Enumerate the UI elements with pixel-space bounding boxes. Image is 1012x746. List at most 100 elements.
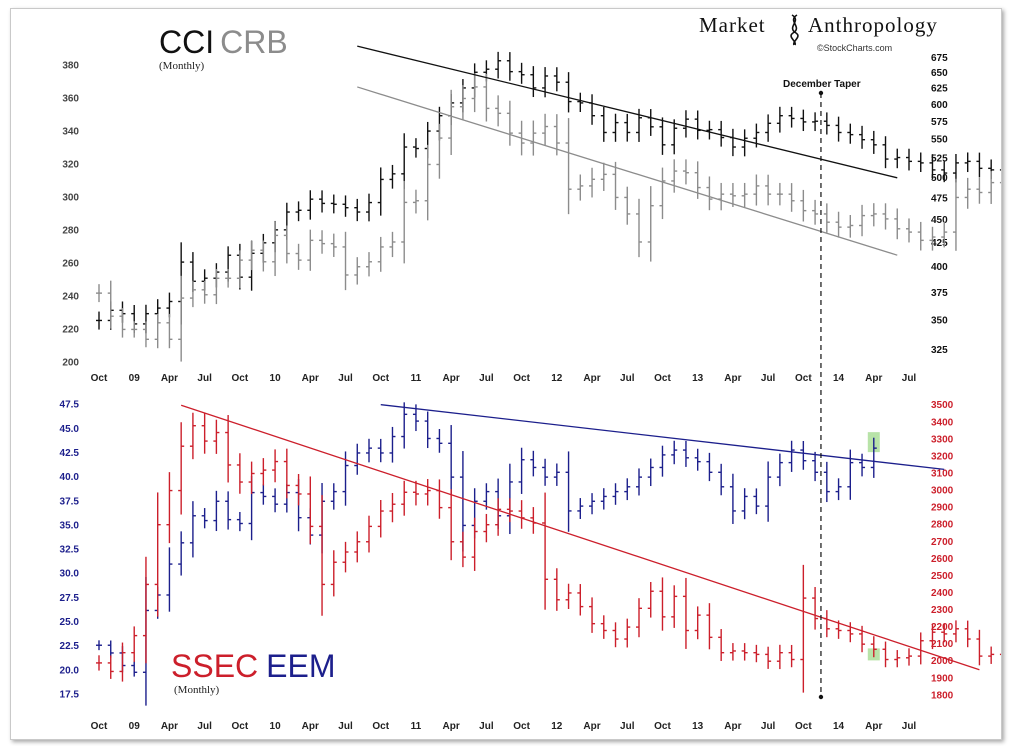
x-axis-tick-label: Jul	[761, 373, 776, 384]
eem-bar	[342, 451, 349, 506]
eem-bar	[776, 453, 783, 487]
ssec-bar	[389, 493, 396, 523]
crb-bar	[330, 233, 337, 257]
crb-bar	[448, 89, 455, 155]
right-axis-tick-label: 2800	[931, 520, 954, 531]
x-axis-tick-label: Oct	[513, 721, 530, 732]
crb-bar	[929, 226, 936, 251]
eem-bar	[647, 458, 654, 487]
crb-bar	[823, 203, 830, 233]
ssec-bar	[553, 568, 560, 611]
eem-bar	[788, 440, 795, 472]
left-axis-tick-label: 240	[62, 291, 79, 302]
ssec-bar	[424, 479, 431, 506]
x-axis-tick-label: Jul	[902, 721, 917, 732]
ssec-title: SSEC	[171, 648, 258, 684]
right-axis-tick-label: 350	[931, 315, 948, 326]
chart-frame: CCI CRB (Monthly) SSEC EEM (Monthly) Marke…	[10, 8, 1002, 740]
ssec-bar	[612, 622, 619, 648]
eem-bar	[272, 488, 279, 513]
ssec-bar	[142, 556, 149, 664]
x-axis-tick-label: Oct	[654, 373, 671, 384]
x-axis-tick-label: Apr	[161, 721, 178, 732]
cci-bar	[506, 52, 513, 81]
eem-bar	[131, 661, 138, 677]
ssec-bar	[917, 632, 924, 665]
cci-bar	[354, 198, 361, 222]
crb-bar	[166, 313, 173, 349]
ssec-bar	[354, 531, 361, 563]
eem-bar	[542, 458, 549, 486]
left-axis-tick-label: 380	[62, 60, 79, 71]
eem-bar	[401, 402, 408, 449]
x-axis-tick-label: Jul	[338, 373, 353, 384]
eem-bar	[389, 426, 396, 463]
ssec-bar	[988, 646, 995, 664]
x-axis-tick-label: Jul	[761, 721, 776, 732]
cci-bar	[952, 153, 959, 183]
left-axis-tick-label: 27.5	[60, 593, 80, 604]
eem-bar	[107, 640, 114, 658]
left-axis-tick-label: 200	[62, 357, 79, 368]
crb-bar	[506, 100, 513, 146]
crb-bar	[424, 144, 431, 221]
ssec-bar	[941, 623, 948, 643]
ssec-bar	[671, 585, 678, 628]
ssec-bar	[412, 480, 419, 506]
x-axis-tick-label: Oct	[372, 721, 389, 732]
ssec-bar	[823, 610, 830, 638]
crb-bar	[201, 280, 208, 304]
ssec-bar	[154, 492, 161, 617]
trendline	[357, 86, 898, 256]
crb-bar	[964, 177, 971, 209]
dna-helix-icon	[790, 14, 799, 46]
right-axis-tick-label: 375	[931, 288, 948, 299]
right-axis-tick-label: 500	[931, 173, 948, 184]
eem-bar	[366, 438, 372, 463]
crb-bar	[471, 73, 478, 113]
ssec-bar	[718, 629, 725, 661]
cci-bar	[835, 116, 842, 142]
ssec-bar	[694, 606, 701, 640]
cci-bar	[565, 72, 572, 113]
cci-title: CCI	[159, 24, 214, 60]
cci-bar	[859, 125, 866, 149]
eem-bar	[225, 491, 232, 530]
x-axis-tick-label: Apr	[443, 721, 460, 732]
top-chart-title: CCI CRB	[159, 24, 288, 60]
crb-bar	[729, 182, 736, 207]
crb-bar	[999, 181, 1001, 184]
crb-bar	[753, 174, 760, 206]
eem-bar	[624, 478, 631, 501]
crb-bar	[178, 275, 185, 362]
ssec-bar	[929, 623, 936, 650]
eem-bar	[565, 451, 572, 532]
right-axis-tick-label: 2600	[931, 554, 954, 565]
ssec-bar	[647, 581, 654, 618]
stockcharts-credit: ©StockCharts.com	[817, 43, 892, 53]
cci-bar	[342, 195, 349, 217]
right-axis-tick-label: 2900	[931, 503, 954, 514]
crb-bar	[917, 221, 924, 251]
x-axis-tick-label: Jul	[479, 721, 494, 732]
x-axis-tick-label: Apr	[865, 373, 882, 384]
ssec-bar	[119, 642, 126, 682]
crb-bar	[859, 204, 866, 237]
x-axis-tick-label: Oct	[654, 721, 671, 732]
right-axis-tick-label: 575	[931, 117, 948, 128]
ssec-bar	[506, 498, 513, 523]
bottom-chart-title: SSEC EEM	[171, 648, 335, 684]
ssec-bar	[307, 476, 314, 544]
ssec-bar	[319, 495, 326, 616]
eem-bar	[448, 425, 455, 496]
crb-bar	[870, 203, 877, 227]
taper-line-top-dot	[818, 90, 824, 96]
crb-bar	[976, 177, 983, 204]
ssec-bar	[201, 413, 208, 454]
eem-bar	[682, 440, 689, 467]
left-axis-tick-label: 260	[62, 258, 79, 269]
right-axis-tick-label: 650	[931, 68, 948, 79]
x-axis-tick-label: Jul	[197, 373, 212, 384]
cci-bar	[741, 129, 748, 157]
x-axis-tick-label: 13	[692, 373, 704, 384]
